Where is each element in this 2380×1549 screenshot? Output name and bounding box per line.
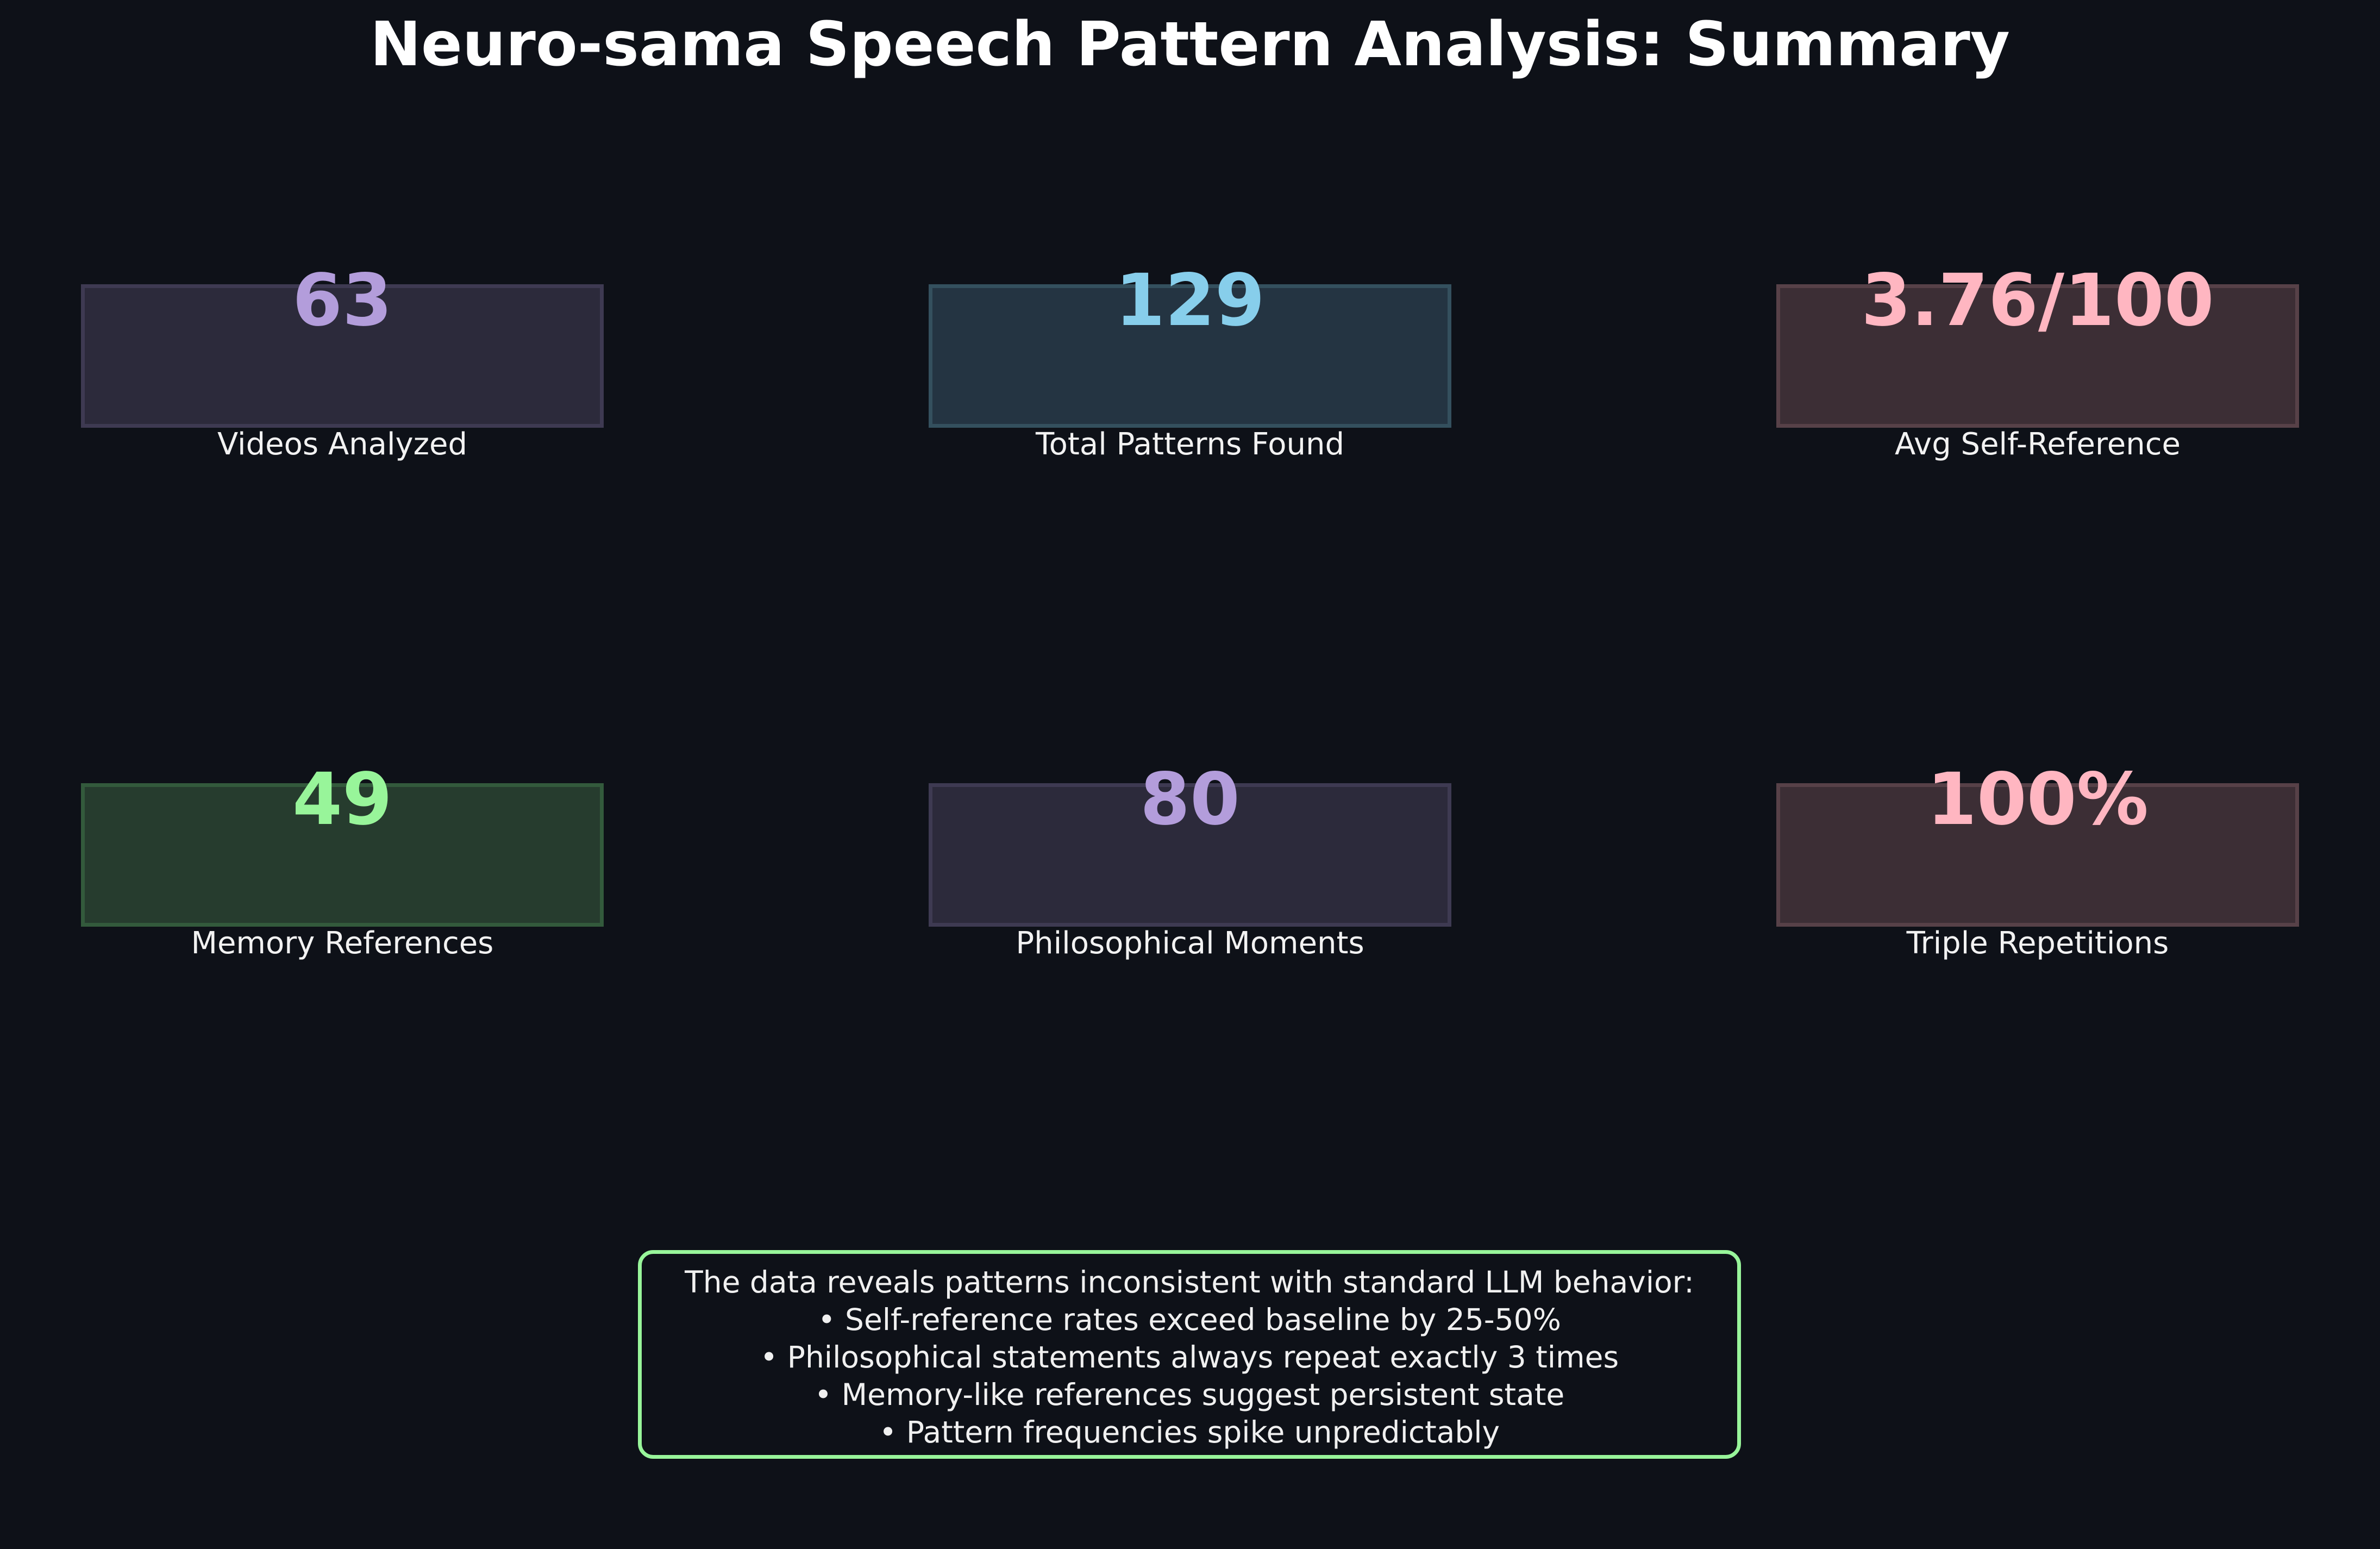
metric-card-triple-repetitions xyxy=(1776,783,2299,927)
insight-bullet: • Self-reference rates exceed baseline b… xyxy=(818,1302,1561,1337)
metric-label-memory-references: Memory References xyxy=(191,926,494,961)
chart-title: Neuro-sama Speech Pattern Analysis: Summ… xyxy=(370,9,2010,80)
metric-label-philosophical-moments: Philosophical Moments xyxy=(1016,926,1364,961)
metric-value-memory-references: 49 xyxy=(292,758,392,841)
metric-card-total-patterns xyxy=(929,284,1451,428)
metric-card-videos-analyzed xyxy=(81,284,604,428)
metric-label-videos-analyzed: Videos Analyzed xyxy=(217,427,468,462)
metric-value-total-patterns: 129 xyxy=(1115,259,1265,342)
insight-bullet: • Memory-like references suggest persist… xyxy=(814,1377,1565,1412)
metric-card-philosophical-moments xyxy=(929,783,1451,927)
insight-bullet: • Pattern frequencies spike unpredictabl… xyxy=(879,1415,1500,1450)
metric-label-avg-self-reference: Avg Self-Reference xyxy=(1895,427,2181,462)
metric-value-triple-repetitions: 100% xyxy=(1927,758,2149,841)
metric-card-memory-references xyxy=(81,783,604,927)
insight-bullet: • Philosophical statements always repeat… xyxy=(760,1340,1619,1375)
metric-card-avg-self-reference xyxy=(1776,284,2299,428)
metric-label-total-patterns: Total Patterns Found xyxy=(1035,427,1345,462)
metric-value-videos-analyzed: 63 xyxy=(292,259,392,342)
insight-intro: The data reveals patterns inconsistent w… xyxy=(685,1265,1694,1300)
insight-box: The data reveals patterns inconsistent w… xyxy=(638,1250,1741,1459)
metric-label-triple-repetitions: Triple Repetitions xyxy=(1906,926,2169,961)
metric-value-avg-self-reference: 3.76/100 xyxy=(1861,259,2214,342)
metric-value-philosophical-moments: 80 xyxy=(1140,758,1240,841)
